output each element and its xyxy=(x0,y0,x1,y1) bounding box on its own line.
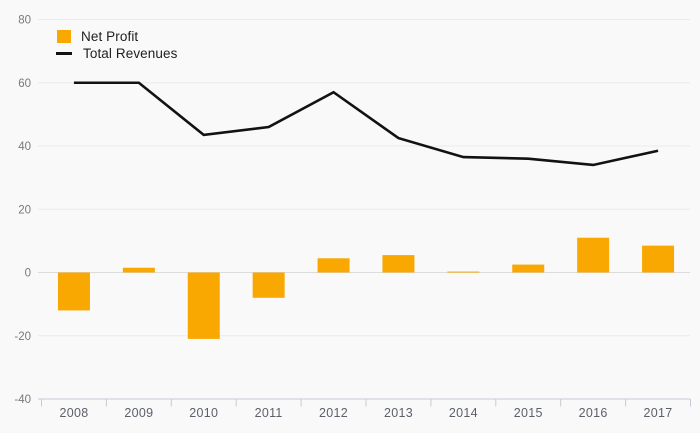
y-tick-label: -40 xyxy=(14,394,31,406)
legend-label-total-revenues: Total Revenues xyxy=(83,46,178,61)
x-tick-label: 2014 xyxy=(449,406,478,420)
y-tick-label: 0 xyxy=(25,268,31,280)
x-tick-label: 2015 xyxy=(514,406,543,420)
line-swatch-icon xyxy=(56,52,72,55)
y-tick-label: 40 xyxy=(18,141,31,153)
x-tick-label: 2009 xyxy=(124,406,153,420)
net-profit-bar[interactable] xyxy=(382,255,415,273)
y-tick-label: 60 xyxy=(18,78,31,90)
y-tick-label: 80 xyxy=(18,15,31,27)
net-profit-bar[interactable] xyxy=(577,237,610,273)
net-profit-bar[interactable] xyxy=(187,272,220,339)
legend: Net Profit Total Revenues xyxy=(56,28,178,62)
x-tick-label: 2017 xyxy=(644,406,673,420)
x-tick-label: 2016 xyxy=(579,406,608,420)
x-tick-label: 2013 xyxy=(384,406,413,420)
net-profit-bar[interactable] xyxy=(512,264,545,273)
net-profit-bar[interactable] xyxy=(642,245,675,273)
net-profit-bar[interactable] xyxy=(447,271,480,273)
net-profit-bar[interactable] xyxy=(122,267,155,273)
legend-item-total-revenues[interactable]: Total Revenues xyxy=(56,45,178,62)
net-profit-bar[interactable] xyxy=(252,272,285,298)
x-tick-label: 2008 xyxy=(59,406,88,420)
net-profit-bar[interactable] xyxy=(57,272,90,311)
y-tick-label: -20 xyxy=(14,331,31,343)
x-tick-label: 2011 xyxy=(255,406,283,420)
x-tick-label: 2012 xyxy=(319,406,348,420)
legend-label-net-profit: Net Profit xyxy=(81,29,139,44)
bar-swatch-icon xyxy=(57,30,71,43)
legend-item-net-profit[interactable]: Net Profit xyxy=(57,28,177,45)
y-tick-label: 20 xyxy=(18,204,31,216)
net-profit-bar[interactable] xyxy=(317,258,350,273)
total-revenues-line xyxy=(73,81,659,167)
x-tick-label: 2010 xyxy=(189,406,218,420)
